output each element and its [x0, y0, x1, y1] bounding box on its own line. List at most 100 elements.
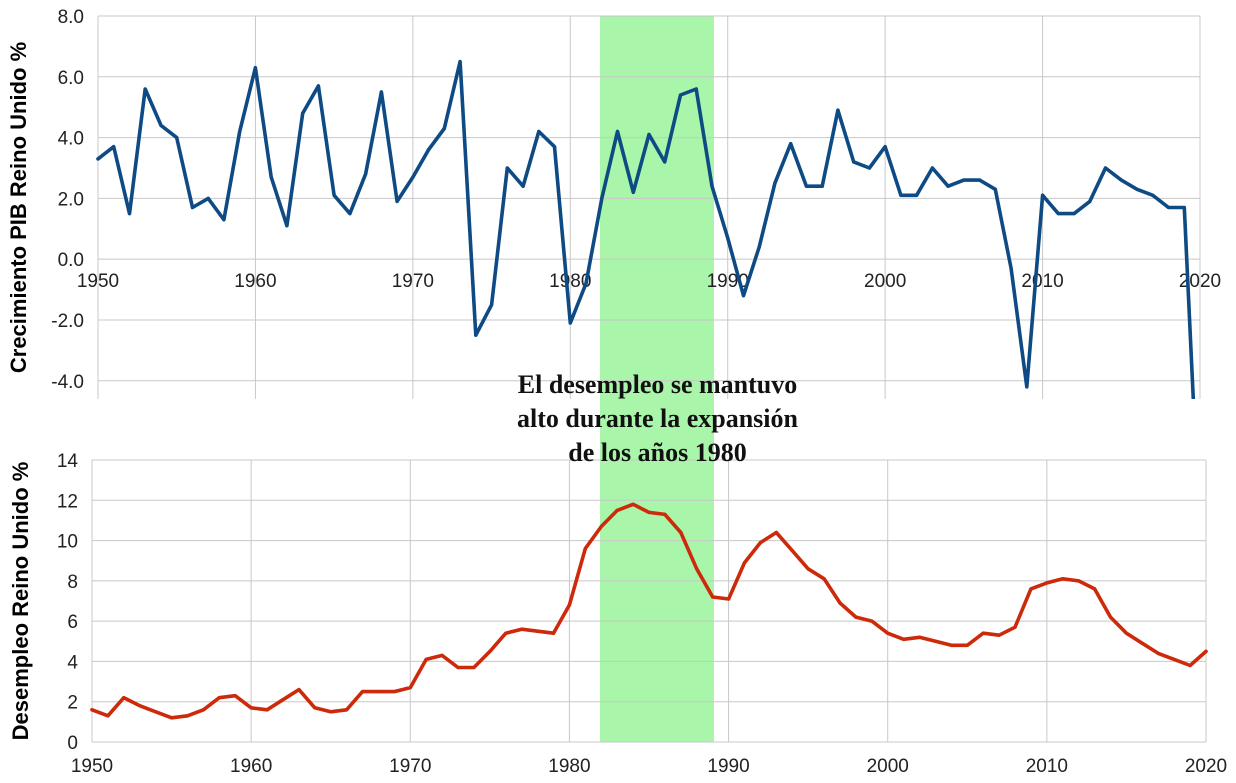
unemp-xtick-label: 1970 — [389, 756, 431, 777]
unemp-data-point — [838, 601, 842, 605]
gdp-data-point — [820, 184, 824, 188]
gdp-data-point — [836, 108, 840, 112]
gdp-data-point — [395, 199, 399, 204]
unemp-data-point — [551, 631, 556, 635]
gdp-data-point — [159, 123, 163, 128]
unemp-data-point — [870, 619, 874, 623]
gdp-data-point — [1072, 211, 1076, 216]
gdp-data-point — [1103, 166, 1108, 170]
unemp-xtick-label: 2010 — [1026, 756, 1068, 777]
unemp-data-point — [472, 665, 476, 670]
gdp-data-point — [1056, 211, 1060, 216]
gdp-data-point — [1119, 178, 1123, 182]
unemp-data-point — [313, 706, 317, 710]
gdp-data-point — [112, 145, 116, 149]
unemp-data-point — [297, 688, 301, 692]
gdp-data-point — [710, 184, 714, 188]
gdp-data-point — [190, 205, 195, 210]
unemp-data-point — [1124, 631, 1129, 635]
unemp-ytick-label: 12 — [57, 491, 78, 512]
gdp-data-point — [206, 196, 210, 200]
gdp-xtick-label: 2010 — [1021, 271, 1063, 292]
unemp-data-point — [949, 643, 953, 647]
gdp-y-axis-title: Crecimiento PIB Reino Unido % — [6, 42, 31, 373]
gdp-data-point — [552, 145, 557, 149]
gdp-data-point — [741, 294, 746, 298]
gdp-data-point — [411, 175, 415, 179]
gdp-data-point — [899, 193, 903, 197]
gdp-data-point — [316, 84, 320, 88]
gdp-data-point — [726, 236, 730, 240]
gdp-data-point — [915, 193, 919, 197]
unemp-xtick-label: 1980 — [548, 756, 590, 777]
gdp-data-point — [238, 129, 242, 134]
unemp-data-point — [1108, 615, 1113, 619]
unemp-data-point — [106, 714, 110, 718]
unemp-data-point — [567, 603, 572, 607]
unemp-data-point — [520, 627, 524, 631]
gdp-xtick-label: 1970 — [392, 271, 434, 292]
gdp-data-point — [458, 59, 462, 64]
unemp-data-point — [1093, 587, 1097, 591]
gdp-data-point — [96, 157, 100, 161]
gdp-data-point — [773, 181, 777, 185]
unemp-data-point — [504, 631, 508, 635]
gdp-xtick-label: 1980 — [549, 271, 591, 292]
gdp-data-point — [1009, 266, 1013, 270]
gdp-data-point — [804, 184, 809, 188]
unemp-data-point — [1156, 651, 1160, 655]
gdp-data-point — [285, 224, 289, 228]
unemp-xtick-label: 2000 — [867, 756, 909, 777]
unemp-xtick-label: 1950 — [71, 756, 113, 777]
gdp-ytick-label: -2.0 — [51, 311, 84, 332]
gdp-ytick-label: 0.0 — [58, 250, 84, 271]
unemp-data-points — [90, 502, 1208, 720]
unemp-data-point — [90, 708, 94, 712]
unemp-data-point — [711, 595, 715, 599]
unemp-data-point — [1013, 625, 1017, 629]
unemp-data-point — [329, 710, 333, 714]
gdp-data-point — [615, 129, 620, 134]
unemp-data-point — [965, 643, 969, 647]
gdp-data-point — [694, 87, 698, 91]
gdp-data-point — [348, 211, 352, 216]
gdp-xtick-label: 1950 — [77, 271, 119, 292]
unemp-data-point — [663, 512, 667, 516]
unemp-data-point — [695, 567, 699, 571]
gdp-data-point — [364, 172, 368, 176]
gdp-data-point — [505, 166, 509, 170]
unemp-data-point — [233, 694, 237, 698]
unemp-data-point — [583, 547, 587, 551]
gdp-xtick-label: 2020 — [1179, 271, 1221, 292]
unemp-data-point — [1061, 577, 1065, 581]
gdp-data-point — [474, 333, 478, 337]
annotation-line-2: alto durante la expansión — [517, 404, 798, 433]
unemp-data-point — [122, 696, 126, 700]
unemp-data-point — [917, 635, 922, 639]
unemp-ytick-label: 6 — [67, 612, 78, 633]
gdp-data-point — [253, 66, 258, 70]
annotation-line-1: El desempleo se mantuvo — [517, 370, 798, 399]
gdp-data-point — [1166, 205, 1171, 210]
unemp-data-point — [1204, 649, 1208, 653]
unemp-data-point — [281, 698, 285, 702]
gdp-data-point — [127, 211, 132, 216]
gdp-data-point — [789, 142, 793, 146]
gdp-data-point — [222, 218, 226, 222]
gdp-data-point — [301, 111, 305, 115]
gdp-ytick-label: 6.0 — [58, 68, 84, 89]
unemp-data-point — [886, 631, 890, 635]
unemp-data-point — [599, 524, 603, 529]
annotation-line-3: de los años 1980 — [568, 438, 747, 467]
unemp-data-point — [774, 530, 778, 535]
annotation-text: El desempleo se mantuvo alto durante la … — [480, 368, 835, 470]
unemp-data-point — [1029, 587, 1033, 591]
gdp-data-point — [678, 93, 683, 97]
unemp-data-point — [631, 502, 635, 506]
unemp-xtick-label: 1960 — [230, 756, 272, 777]
unemp-data-point — [488, 649, 492, 653]
unemp-ytick-label: 10 — [57, 532, 78, 553]
unemp-data-point — [726, 597, 731, 601]
unemp-data-point — [981, 631, 985, 635]
gdp-data-point — [1151, 193, 1155, 197]
